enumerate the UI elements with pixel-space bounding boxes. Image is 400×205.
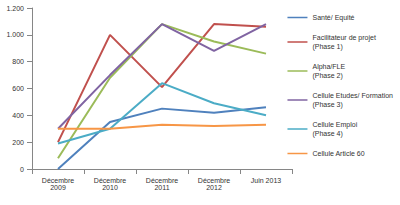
svg-text:Alpha/FLE: Alpha/FLE	[312, 63, 345, 71]
svg-text:(Phase 4): (Phase 4)	[312, 130, 342, 138]
svg-text:2012: 2012	[206, 184, 222, 191]
svg-text:(Phase 3): (Phase 3)	[312, 101, 342, 109]
svg-text:0: 0	[20, 166, 24, 173]
svg-text:200: 200	[12, 139, 24, 146]
svg-text:Juin 2013: Juin 2013	[251, 177, 281, 184]
svg-text:600: 600	[12, 85, 24, 92]
svg-text:400: 400	[12, 112, 24, 119]
svg-text:1.000: 1.000	[6, 31, 24, 38]
svg-text:Cellule Article 60: Cellule Article 60	[312, 150, 364, 157]
svg-text:2011: 2011	[154, 184, 169, 191]
svg-text:2010: 2010	[102, 184, 118, 191]
svg-text:Cellule Etudes/ Formation: Cellule Etudes/ Formation	[312, 92, 393, 99]
svg-text:800: 800	[12, 58, 24, 65]
svg-text:Décembre: Décembre	[146, 177, 178, 184]
svg-text:Santé/ Equité: Santé/ Equité	[312, 14, 354, 22]
svg-text:Décembre: Décembre	[198, 177, 230, 184]
svg-text:Cellule Emploi: Cellule Emploi	[312, 121, 357, 129]
svg-text:1.200: 1.200	[6, 5, 24, 12]
svg-text:Décembre: Décembre	[94, 177, 126, 184]
svg-text:Décembre: Décembre	[42, 177, 74, 184]
svg-text:(Phase 2): (Phase 2)	[312, 72, 342, 80]
svg-text:(Phase 1): (Phase 1)	[312, 43, 342, 51]
svg-text:Facilitateur de projet: Facilitateur de projet	[312, 34, 375, 42]
svg-text:2009: 2009	[50, 184, 66, 191]
